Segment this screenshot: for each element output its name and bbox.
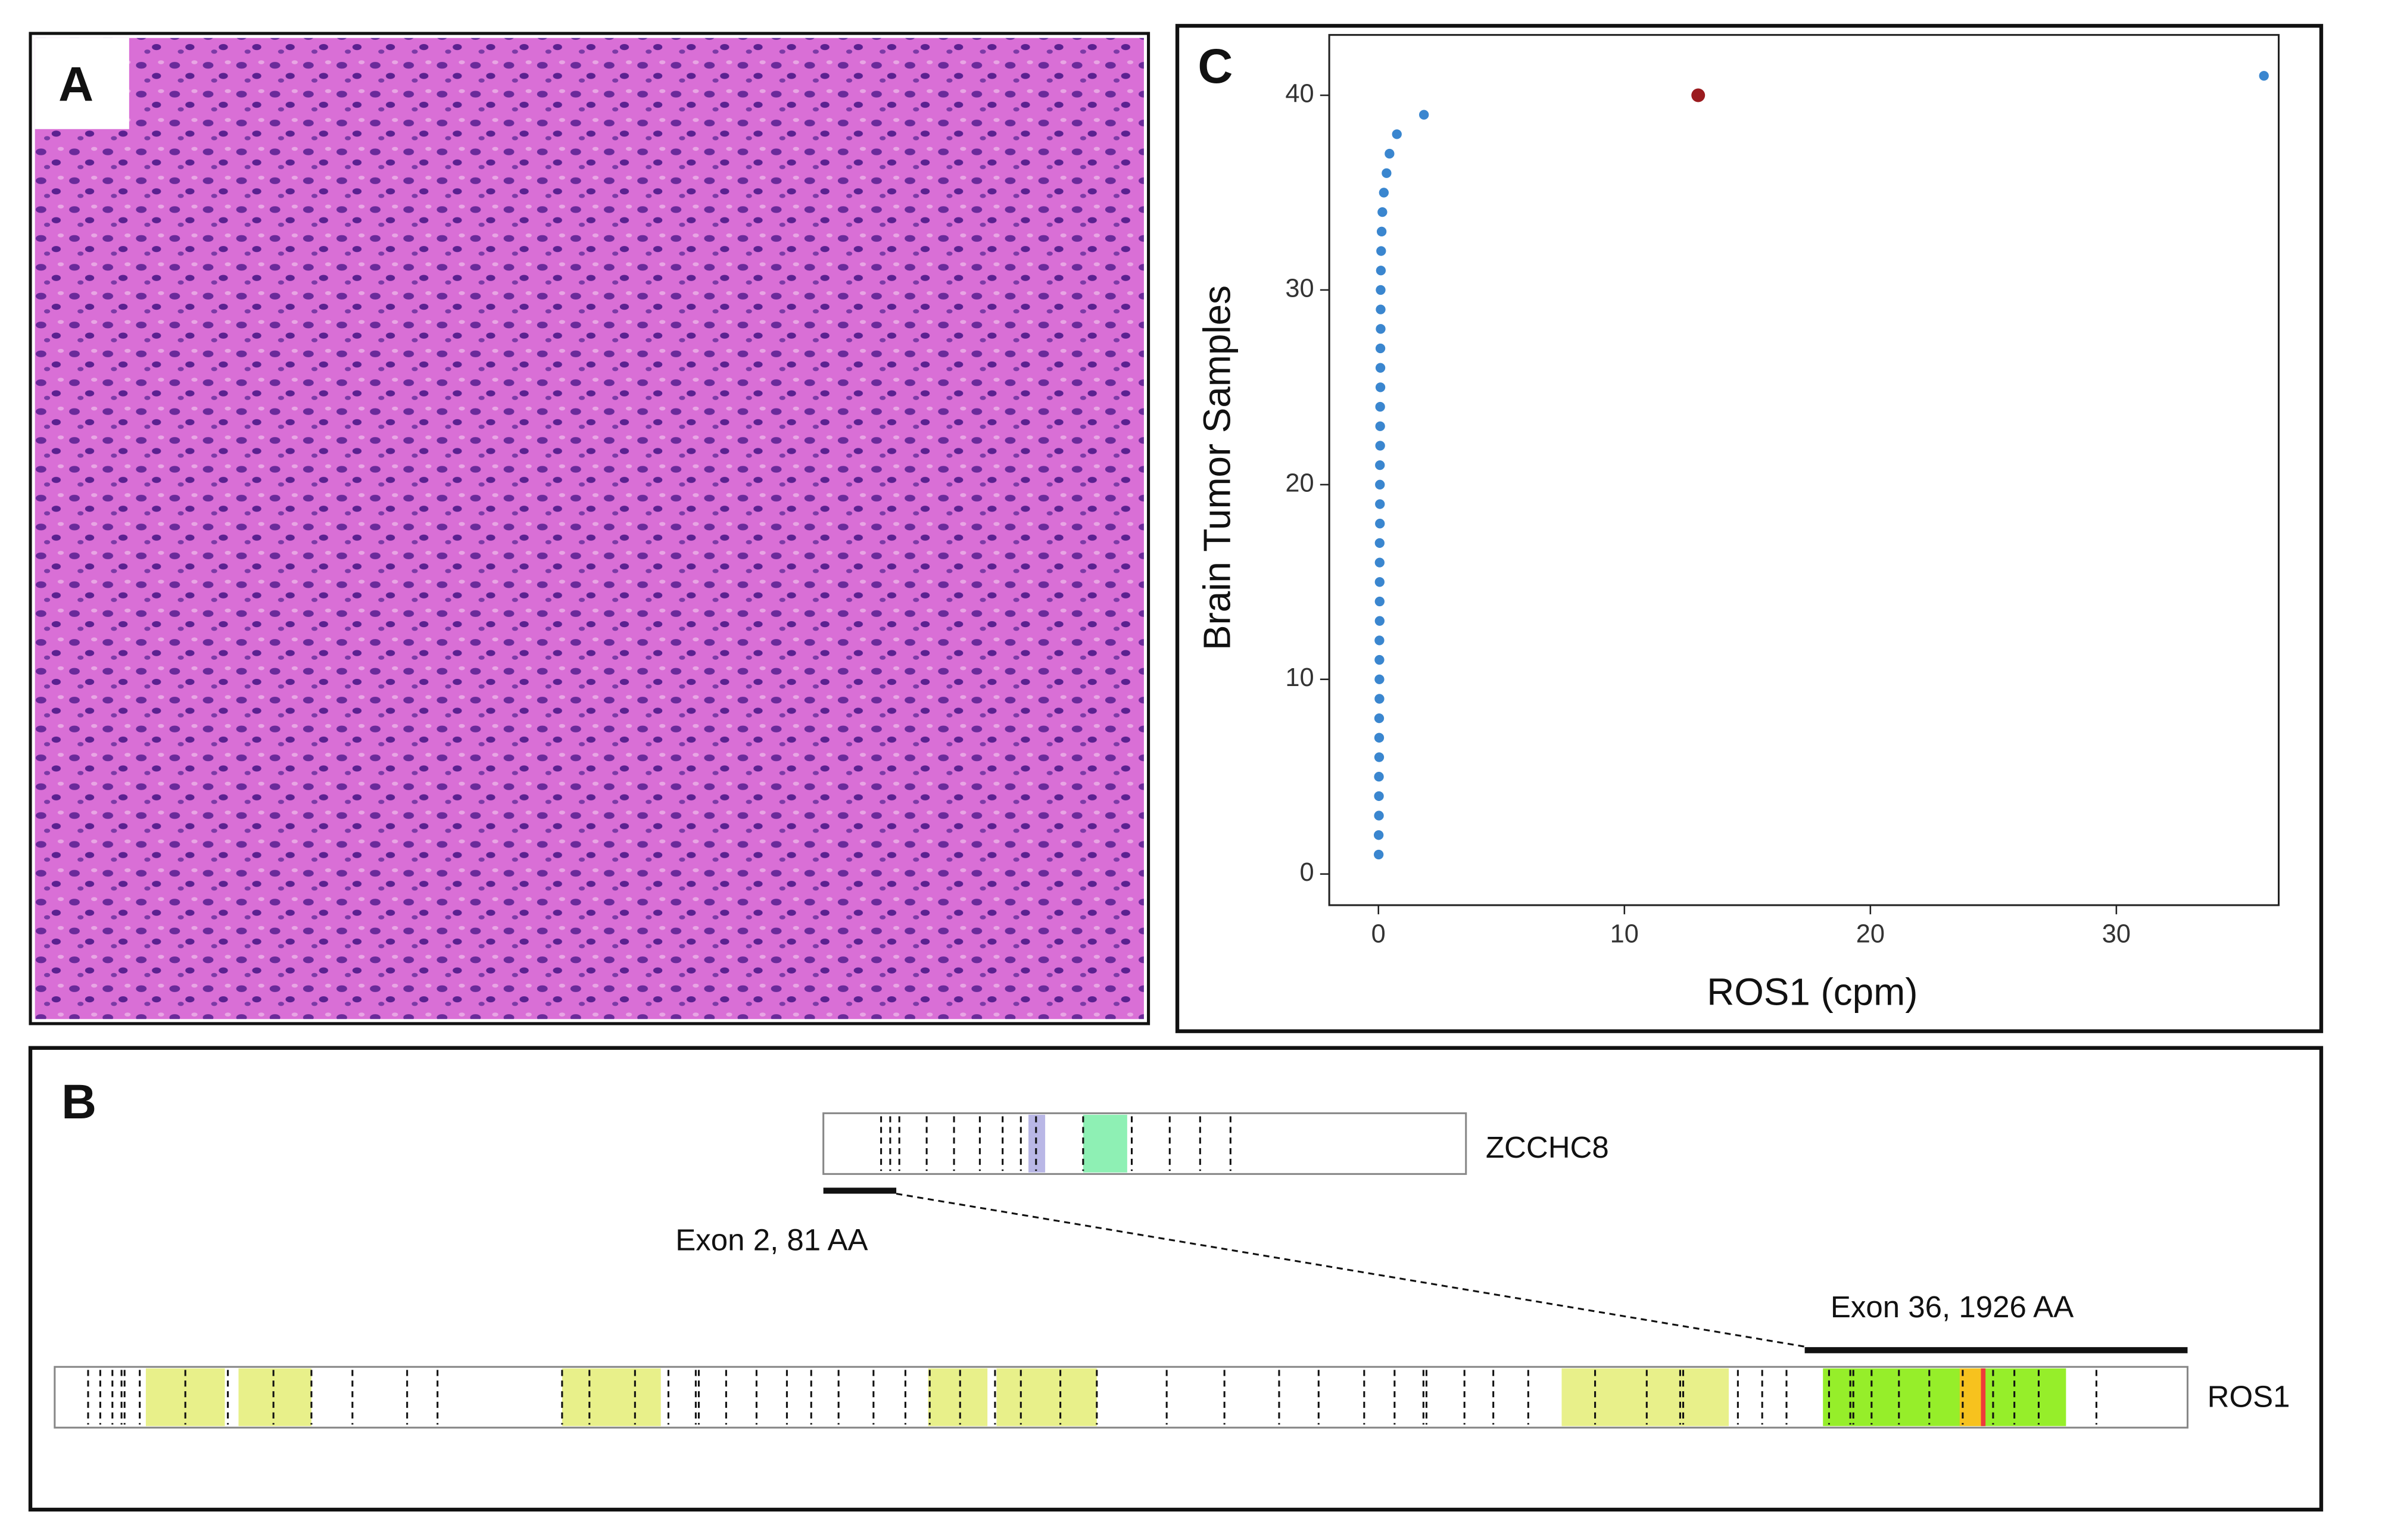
point: [1375, 382, 1386, 392]
panel-letter: B: [61, 1075, 96, 1129]
point: [1375, 401, 1385, 412]
point: [1375, 519, 1385, 529]
point: [1374, 538, 1385, 548]
point: [1376, 285, 1386, 295]
point: [1374, 810, 1384, 821]
x-tick-label: 0: [1371, 919, 1386, 948]
x-tick-label: 10: [1610, 919, 1639, 948]
point: [1375, 343, 1386, 354]
plot: 0 10 20 30 0 10 20 30 40: [1285, 71, 2269, 948]
point: [1374, 752, 1385, 762]
point: [1375, 441, 1385, 451]
domain: [562, 1368, 661, 1426]
point: [1419, 110, 1429, 120]
point: [1374, 772, 1384, 782]
gene-diagram: ZCCHC8 ROS1 Exon 2, 81 AA Exon 36, 1926 …: [54, 1112, 2290, 1429]
point: [1375, 499, 1385, 509]
point: [1374, 791, 1384, 802]
exon-label: Exon 36, 1926 AA: [1831, 1290, 2074, 1324]
point: [1374, 557, 1385, 568]
y-tick-label: 40: [1285, 79, 1314, 108]
panel-c-frame: [1175, 24, 2324, 1033]
histology-image: [35, 38, 1144, 1020]
point: [1374, 577, 1385, 587]
kinase-domain: [1823, 1368, 2066, 1426]
x-tick-label: 30: [2102, 919, 2131, 948]
point: [1374, 732, 1385, 743]
point: [1376, 304, 1386, 314]
gene-name: ZCCHC8: [1486, 1130, 1609, 1164]
point: [1375, 421, 1385, 431]
point: [1376, 226, 1387, 237]
gene-name: ROS1: [2208, 1379, 2290, 1413]
fusion-link: [896, 1193, 1808, 1348]
point: [1374, 654, 1385, 665]
point: [1377, 207, 1388, 217]
point: [1385, 148, 1395, 159]
x-axis-label: ROS1 (cpm): [1707, 970, 1918, 1013]
plot-frame: [1328, 34, 2280, 906]
point: [1375, 363, 1386, 373]
point: [1374, 674, 1385, 684]
exon-label: Exon 2, 81 AA: [675, 1223, 868, 1257]
point: [1374, 713, 1385, 724]
y-tick-label: 30: [1285, 274, 1314, 303]
x-tick-label: 20: [1856, 919, 1885, 948]
point: [1376, 266, 1386, 276]
point: [1379, 188, 1389, 198]
point: [1374, 596, 1385, 607]
domain: [996, 1368, 1097, 1426]
y-tick-label: 10: [1285, 663, 1314, 692]
point: [1375, 479, 1385, 490]
y-tick-label: 0: [1300, 858, 1314, 887]
point: [1392, 129, 1402, 139]
domain: [1981, 1368, 1986, 1426]
point: [1376, 324, 1386, 334]
point: [1375, 460, 1385, 470]
point: [1374, 830, 1384, 840]
point: [1376, 246, 1386, 256]
y-axis-label: Brain Tumor Samples: [1195, 285, 1238, 650]
gene-box: [822, 1112, 1467, 1175]
point: [1691, 88, 1706, 102]
point: [1374, 616, 1385, 626]
domain: [238, 1368, 311, 1426]
domain: [928, 1368, 988, 1426]
domain: [1959, 1368, 1984, 1426]
point: [1374, 849, 1384, 860]
point: [1374, 635, 1385, 646]
domain: [1083, 1114, 1127, 1173]
domain: [1561, 1368, 1729, 1426]
panel-letter: C: [1198, 39, 1233, 93]
point: [1374, 694, 1385, 704]
point: [2259, 71, 2269, 81]
point: [1382, 168, 1392, 178]
label-box: [35, 38, 129, 129]
y-tick-label: 20: [1285, 469, 1314, 497]
panel-letter: A: [58, 57, 93, 111]
